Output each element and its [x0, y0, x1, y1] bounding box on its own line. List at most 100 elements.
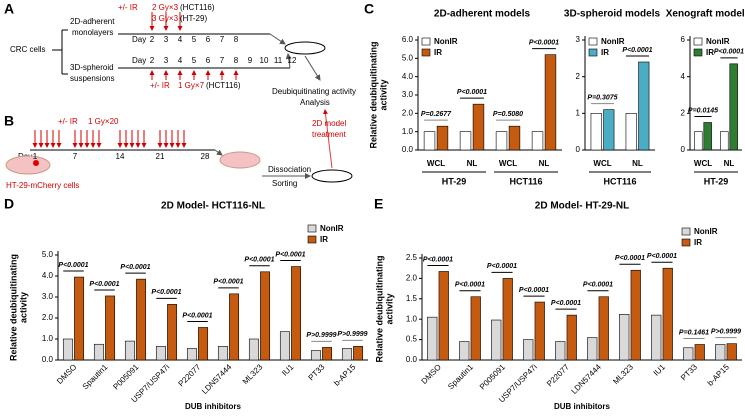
x-tick-label: DMSO [420, 363, 443, 386]
chart-title: 2D Model- HT-29-NL [535, 201, 629, 212]
legend-swatch [307, 235, 317, 244]
bar [93, 343, 104, 361]
day-word: Day [132, 35, 146, 44]
legend-swatch [588, 37, 598, 46]
y-tick-label: 2.0 [42, 313, 54, 322]
y-tick-label: 6.0 [402, 35, 414, 44]
p-value: P<0.0001 [583, 282, 613, 289]
branch [52, 29, 68, 75]
dish [311, 169, 353, 183]
x-tick-label: P005091 [111, 362, 140, 391]
x-tick-label: WCL [694, 159, 712, 168]
bar [502, 278, 513, 361]
p-value: P<0.0001 [487, 263, 517, 270]
cell-line: (HCT116) [180, 3, 215, 12]
y-tick-label: 3.0 [402, 90, 414, 99]
x-tick-label: PT33 [307, 362, 327, 382]
bar [523, 339, 534, 361]
day-number: 7 [73, 152, 78, 161]
y-tick-label: 1.0 [402, 127, 414, 136]
p-value: P<0.0001 [551, 300, 581, 307]
p-value: P<0.0001 [529, 40, 559, 47]
legend-label: NonIR [320, 224, 344, 233]
legend-label: IR [320, 235, 328, 244]
p-value: P=0.3075 [587, 95, 617, 102]
group-label: HCT116 [603, 176, 636, 186]
x-tick-label: NL [724, 159, 735, 168]
x-tick-label: ML323 [241, 362, 265, 386]
y-tick-label: 0.0 [402, 145, 414, 154]
p-value: P<0.0001 [647, 253, 677, 260]
panel-label: B [4, 113, 14, 129]
bar [74, 276, 85, 361]
bar [427, 316, 438, 361]
x-tick-label: P22077 [177, 362, 203, 388]
bar [229, 293, 240, 361]
day-number: 3 [164, 56, 169, 65]
day-number: 7 [220, 35, 225, 44]
y-tick-label: 5.0 [402, 53, 414, 62]
x-tick-label: LDN57444 [569, 362, 603, 396]
bar [726, 343, 737, 361]
bar [438, 271, 449, 361]
panel-label: C [364, 1, 374, 17]
legend-swatch [421, 37, 431, 46]
y-tick-label: 2.5 [406, 253, 418, 262]
x-tick-label: DMSO [55, 363, 78, 386]
legend-swatch [421, 48, 431, 57]
bar [544, 54, 557, 151]
day-number: 21 [156, 152, 165, 161]
day-number: 7 [220, 56, 225, 65]
day-number: 4 [178, 35, 183, 44]
day-number: 14 [116, 152, 125, 161]
bar [598, 296, 609, 361]
legend-swatch [307, 224, 317, 233]
p-value: P=0.5080 [493, 111, 523, 118]
legend-swatch [588, 48, 598, 57]
p-value: P>0.9999 [306, 332, 336, 339]
bar [260, 271, 271, 361]
panel-label: E [374, 196, 383, 212]
bar [105, 295, 116, 361]
bar [291, 266, 302, 361]
bar [715, 344, 726, 361]
p-value: P>0.9999 [711, 329, 741, 336]
arrow [269, 33, 286, 45]
panel-b: B +/- IR 1 Gy×20 Day HT-29-mCherry cells… [4, 109, 353, 190]
y-tick-label: 1.5 [406, 294, 418, 303]
x-tick-label: b-AP15 [706, 362, 732, 388]
bar [124, 340, 135, 361]
y-tick-label: 1.0 [42, 334, 54, 343]
bar [491, 319, 502, 361]
day-number: 5 [192, 35, 197, 44]
legend-label: NonIR [706, 37, 730, 46]
p-value: P=0.0145 [688, 107, 718, 114]
arrow [285, 53, 292, 69]
branch-text: suspensions [70, 74, 114, 83]
y-tick-label: 2.0 [406, 274, 418, 283]
day-number: 2 [150, 35, 155, 44]
y-tick-label: 1 [576, 108, 581, 117]
bar [587, 337, 598, 361]
day-number: 6 [206, 35, 211, 44]
bar [603, 109, 615, 151]
p-value: P<0.0001 [58, 262, 88, 269]
bar [720, 131, 729, 151]
bar [470, 296, 481, 361]
p-value: P<0.0001 [213, 279, 243, 286]
bar [436, 125, 449, 151]
bar [662, 267, 673, 361]
legend-swatch [693, 48, 703, 57]
day-number: 4 [178, 56, 183, 65]
x-tick-label: NL [467, 159, 478, 168]
day-number: 9 [248, 56, 253, 65]
day-number: 3 [164, 35, 169, 44]
x-tick-label: IU1 [652, 362, 668, 378]
panel-a: A CRC cells 2D-adherent monolayers 3D-sp… [4, 1, 356, 107]
step: Dissociation [268, 165, 311, 174]
bar [625, 113, 637, 151]
bar [136, 278, 147, 361]
p-value: P<0.0001 [622, 47, 652, 54]
chart-title: 2D Model- HCT116-NL [161, 201, 265, 212]
x-tick-label: LDN57444 [200, 362, 234, 396]
